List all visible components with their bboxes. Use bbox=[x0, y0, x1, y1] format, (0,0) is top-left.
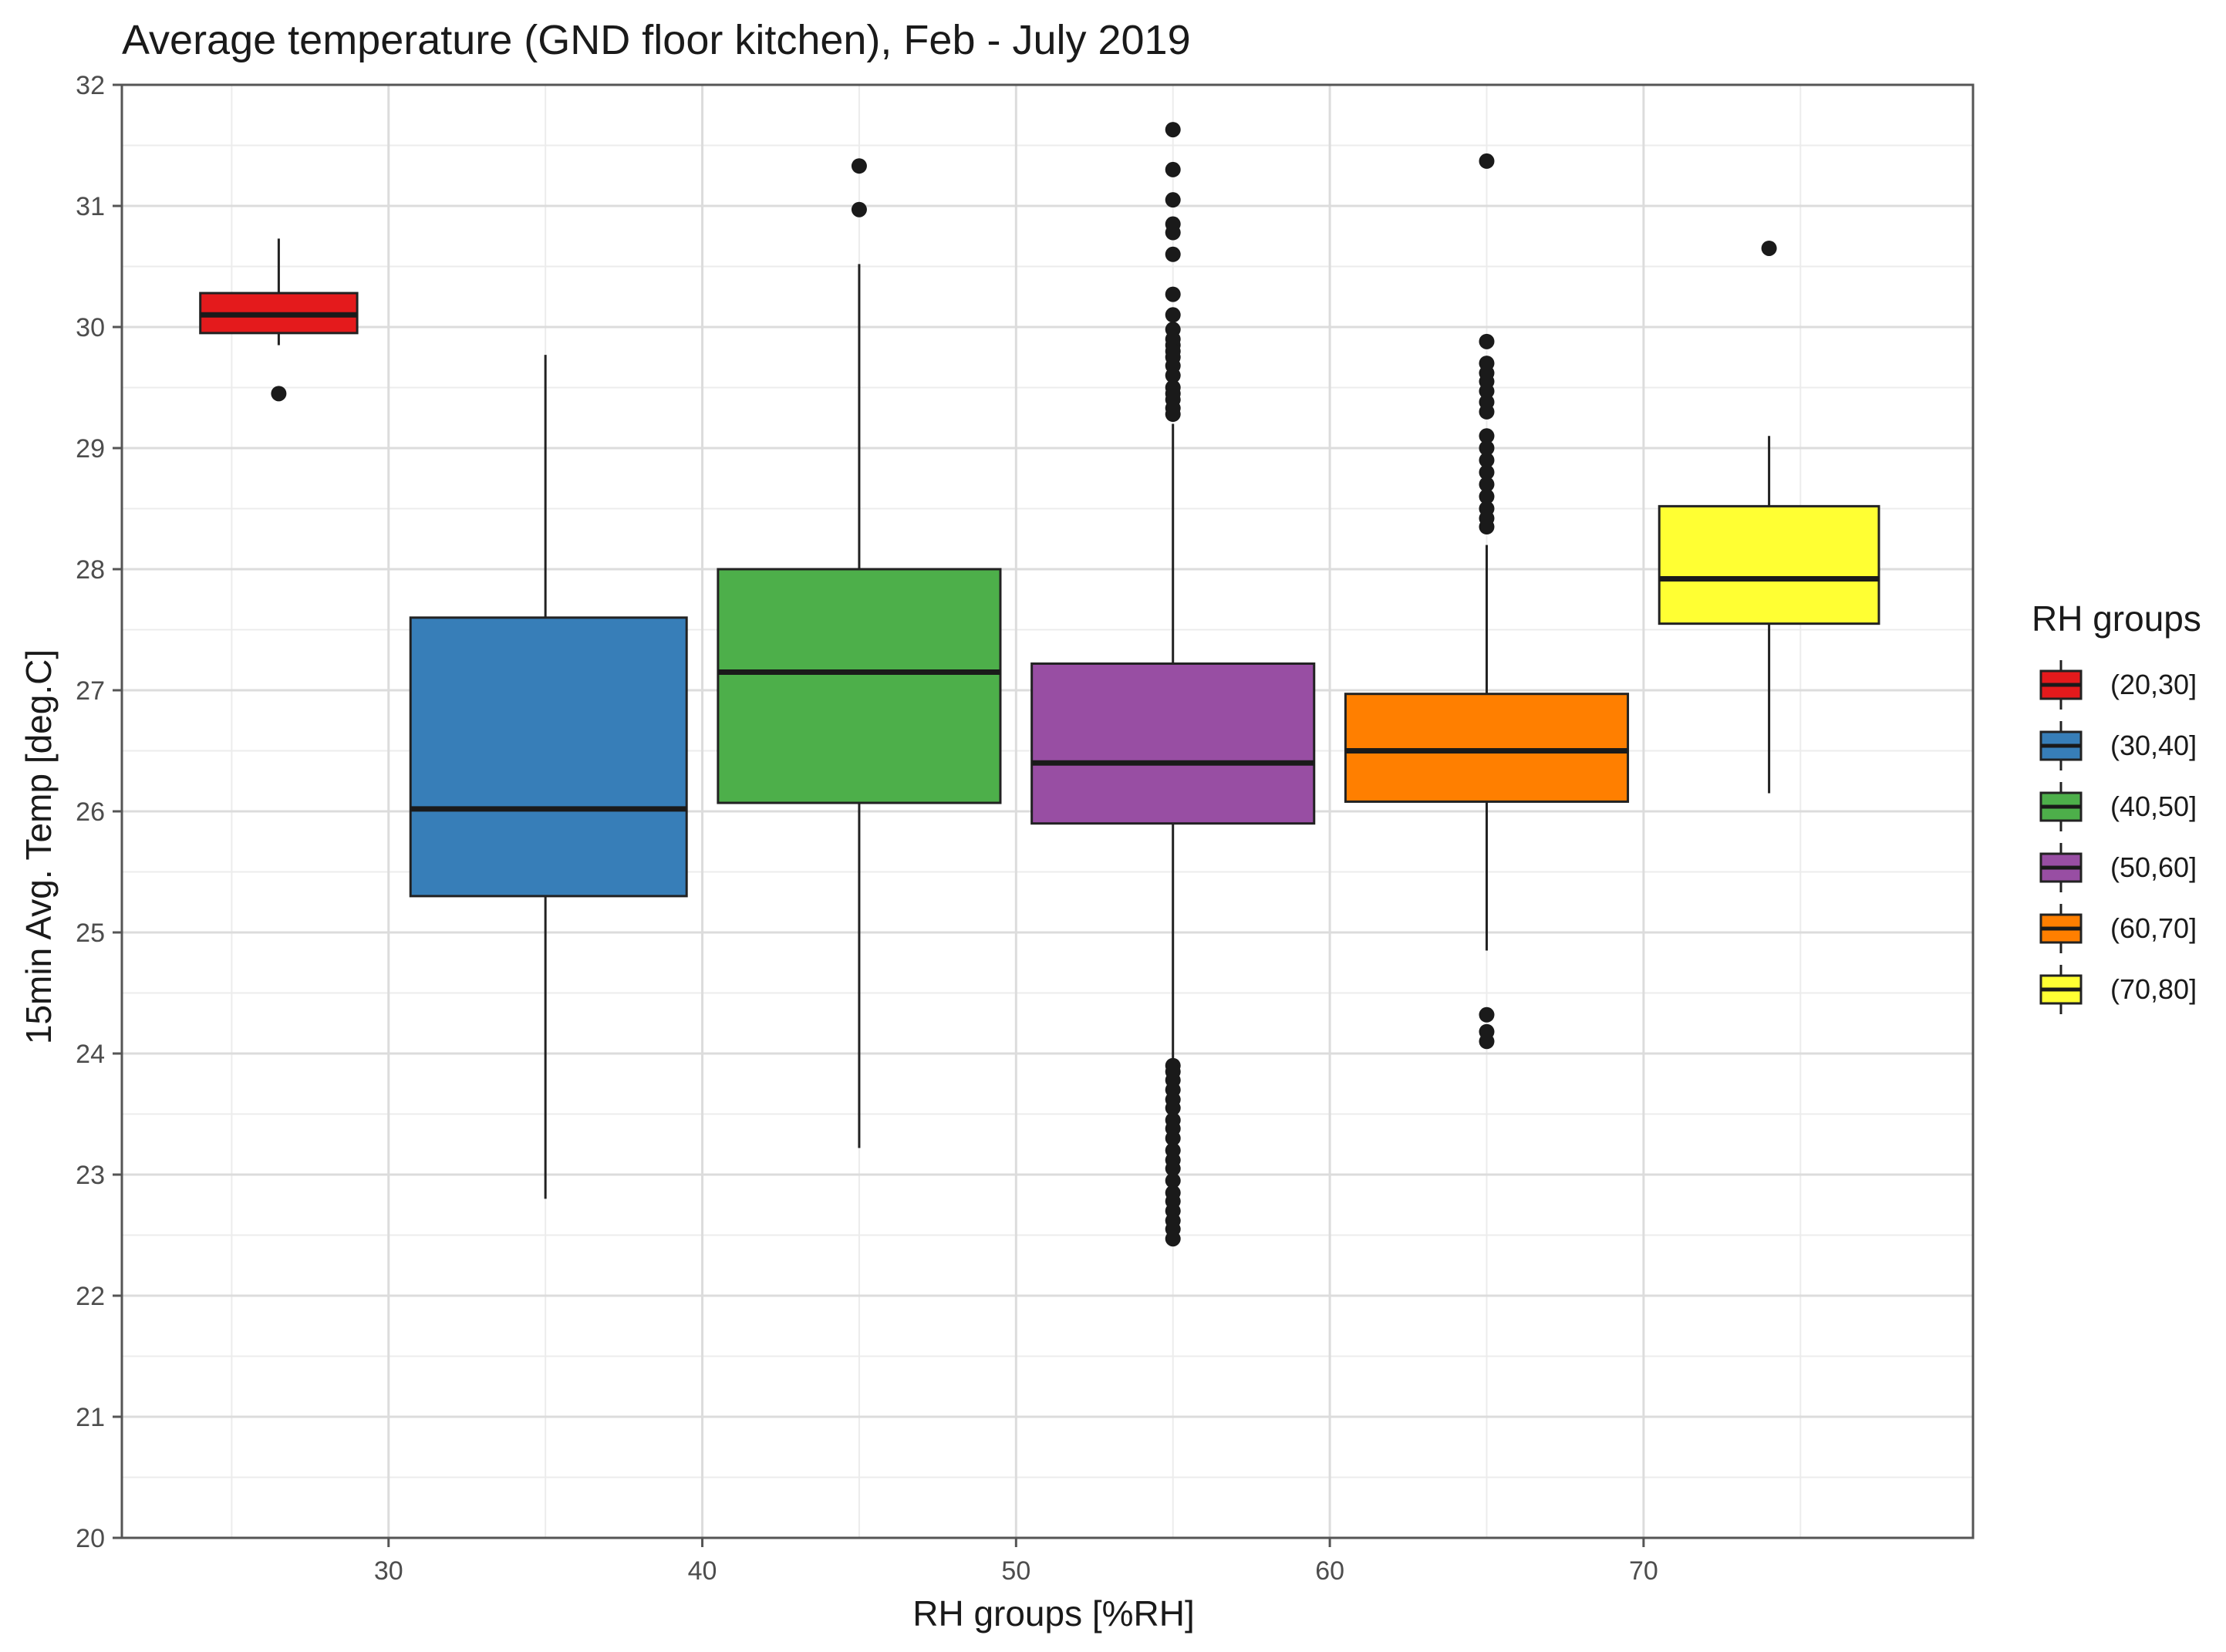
legend-item: (20,30] bbox=[2039, 660, 2197, 710]
legend-items: (20,30] (30,40] (40,50] (50,60] (60,70] (70,8… bbox=[2039, 660, 2197, 1014]
x-tick-label: 30 bbox=[374, 1556, 403, 1586]
outlier-point bbox=[851, 201, 867, 217]
x-tick-label: 40 bbox=[688, 1556, 717, 1586]
outlier-point bbox=[1165, 161, 1181, 177]
x-axis-ticks: 30 40 50 60 70 bbox=[374, 1538, 1658, 1586]
legend-item: (50,60] bbox=[2039, 843, 2197, 892]
outlier-point bbox=[1165, 307, 1181, 323]
y-tick-label: 28 bbox=[76, 555, 105, 585]
outlier-point bbox=[1165, 1172, 1181, 1188]
legend-label: (20,30] bbox=[2110, 669, 2197, 700]
y-tick-label: 20 bbox=[76, 1524, 105, 1553]
outlier-point bbox=[271, 386, 287, 402]
legend-item: (40,50] bbox=[2039, 782, 2197, 831]
box-iqr bbox=[1030, 662, 1316, 825]
outlier-point bbox=[1479, 519, 1495, 535]
x-axis-title: RH groups [%RH] bbox=[912, 1593, 1195, 1633]
outlier-point bbox=[1479, 477, 1495, 493]
outlier-point bbox=[1165, 1100, 1181, 1116]
outlier-point bbox=[851, 158, 867, 174]
chart-title: Average temperature (GND floor kitchen),… bbox=[122, 17, 1191, 63]
outlier-point bbox=[1479, 452, 1495, 468]
y-tick-label: 23 bbox=[76, 1161, 105, 1190]
box-iqr bbox=[1344, 693, 1630, 803]
legend-label: (50,60] bbox=[2110, 851, 2197, 883]
box-group bbox=[717, 158, 1002, 1148]
y-tick-label: 30 bbox=[76, 313, 105, 342]
outlier-point bbox=[1479, 333, 1495, 349]
box-series bbox=[199, 122, 1880, 1247]
box-group bbox=[1658, 240, 1880, 794]
x-tick-label: 60 bbox=[1315, 1556, 1344, 1586]
y-axis-ticks: 20 21 22 23 24 25 26 27 28 29 30 31 32 bbox=[76, 71, 122, 1553]
y-tick-label: 22 bbox=[76, 1282, 105, 1311]
outlier-point bbox=[1479, 428, 1495, 444]
box-iqr bbox=[1658, 504, 1880, 625]
legend-item: (60,70] bbox=[2039, 904, 2197, 953]
y-tick-label: 24 bbox=[76, 1040, 105, 1069]
y-tick-label: 32 bbox=[76, 71, 105, 100]
outlier-point bbox=[1165, 1161, 1181, 1177]
box-group bbox=[409, 355, 688, 1199]
legend-label: (40,50] bbox=[2110, 791, 2197, 822]
outlier-point bbox=[1165, 1231, 1181, 1247]
outlier-point bbox=[1479, 1033, 1495, 1050]
outlier-point bbox=[1479, 464, 1495, 480]
box-group bbox=[1344, 153, 1630, 1050]
outlier-point bbox=[1165, 246, 1181, 262]
y-tick-label: 26 bbox=[76, 797, 105, 827]
legend-item: (70,80] bbox=[2039, 965, 2197, 1014]
outlier-point bbox=[1165, 192, 1181, 208]
outlier-point bbox=[1479, 488, 1495, 504]
y-tick-label: 31 bbox=[76, 192, 105, 221]
y-axis-title: 15min Avg. Temp [deg.C] bbox=[19, 649, 59, 1044]
box-group bbox=[1030, 122, 1316, 1247]
x-tick-label: 50 bbox=[1001, 1556, 1030, 1586]
outlier-point bbox=[1761, 240, 1777, 256]
legend-item: (30,40] bbox=[2039, 721, 2197, 770]
legend-label: (70,80] bbox=[2110, 973, 2197, 1005]
y-tick-label: 21 bbox=[76, 1403, 105, 1432]
outlier-point bbox=[1165, 286, 1181, 302]
outlier-point bbox=[1165, 406, 1181, 423]
outlier-point bbox=[1479, 1006, 1495, 1023]
outlier-point bbox=[1479, 403, 1495, 420]
y-tick-label: 29 bbox=[76, 434, 105, 464]
box-group bbox=[199, 238, 359, 402]
legend: RH groups (20,30] (30,40] (40,50] (50,60] (6… bbox=[2032, 598, 2201, 1014]
outlier-point bbox=[1479, 383, 1495, 400]
outlier-point bbox=[1165, 224, 1181, 241]
legend-title: RH groups bbox=[2032, 598, 2201, 639]
y-tick-label: 25 bbox=[76, 919, 105, 948]
y-tick-label: 27 bbox=[76, 676, 105, 706]
outlier-point bbox=[1165, 367, 1181, 383]
legend-label: (60,70] bbox=[2110, 912, 2197, 944]
box-iqr bbox=[717, 568, 1002, 804]
x-tick-label: 70 bbox=[1629, 1556, 1658, 1586]
outlier-point bbox=[1165, 122, 1181, 138]
outlier-point bbox=[1165, 1130, 1181, 1146]
outlier-point bbox=[1479, 440, 1495, 456]
legend-label: (30,40] bbox=[2110, 730, 2197, 761]
box-iqr bbox=[409, 616, 688, 898]
outlier-point bbox=[1479, 153, 1495, 169]
